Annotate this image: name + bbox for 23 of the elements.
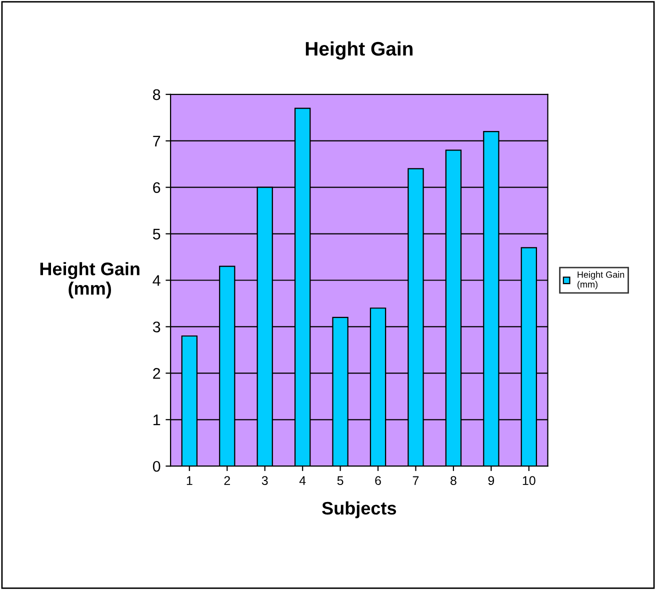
y-tick-label: 5 bbox=[152, 228, 160, 240]
x-tick-label: 6 bbox=[375, 476, 381, 486]
y-tick-label: 7 bbox=[153, 136, 160, 146]
x-tick-label: 2 bbox=[224, 476, 230, 485]
x-tick-label: 7 bbox=[412, 476, 419, 485]
y-axis-title: Height Gain (mm) bbox=[40, 262, 140, 298]
y-tick-label: 3 bbox=[152, 322, 160, 332]
x-tick-label: 8 bbox=[450, 476, 456, 486]
legend-label: Height Gain (mm) bbox=[578, 271, 624, 290]
x-axis-title: Subjects bbox=[322, 501, 396, 518]
x-tick-label: 4 bbox=[299, 476, 306, 485]
x-tick-label: 3 bbox=[262, 476, 268, 486]
y-tick-label: 0 bbox=[152, 460, 160, 472]
y-tick-label: 2 bbox=[153, 368, 160, 379]
chart-title: Height Gain bbox=[306, 41, 413, 60]
y-tick-label: 6 bbox=[153, 182, 160, 194]
y-tick-label: 8 bbox=[153, 89, 160, 100]
y-tick-label: 1 bbox=[154, 414, 160, 426]
x-tick-label: 5 bbox=[337, 476, 344, 486]
x-tick-label: 1 bbox=[186, 476, 192, 485]
x-tick-label: 9 bbox=[488, 476, 494, 486]
y-tick-label: 4 bbox=[152, 275, 160, 286]
x-tick-label: 10 bbox=[522, 476, 536, 486]
